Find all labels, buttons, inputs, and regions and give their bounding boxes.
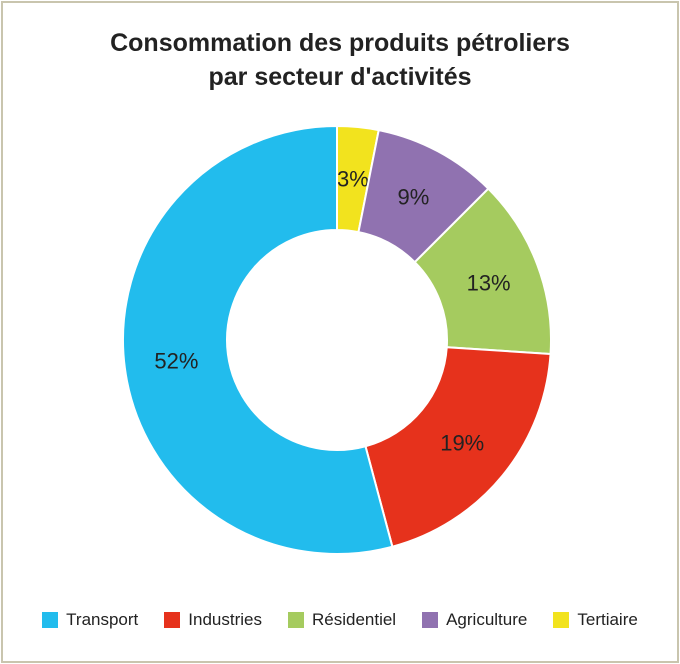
legend-label-agriculture: Agriculture bbox=[446, 610, 528, 629]
legend-item-residentiel: Résidentiel bbox=[287, 610, 397, 630]
legend-label-transport: Transport bbox=[66, 610, 139, 629]
slice-label-transport: 52% bbox=[154, 349, 198, 374]
legend-swatch-industries bbox=[164, 612, 181, 628]
chart-title: Consommation des produits pétroliers par… bbox=[0, 26, 680, 94]
legend-item-transport: Transport bbox=[42, 610, 138, 630]
chart-legend: Transport Industries Résidentiel Agricul… bbox=[0, 610, 680, 630]
chart-title-line-2: par secteur d'activités bbox=[208, 63, 472, 91]
legend-label-residentiel: Résidentiel bbox=[311, 610, 397, 629]
slice-industries bbox=[364, 346, 552, 548]
chart-title-line-1: Consommation des produits pétroliers bbox=[110, 29, 570, 57]
legend-swatch-transport bbox=[42, 612, 59, 628]
legend-label-tertiaire: Tertiaire bbox=[577, 610, 638, 629]
slice-transport bbox=[122, 124, 394, 555]
slice-label-residentiel: 13% bbox=[467, 270, 511, 295]
legend-swatch-agriculture bbox=[422, 612, 439, 628]
legend-label-industries: Industries bbox=[188, 610, 262, 629]
slice-label-tertiaire: 3% bbox=[337, 166, 369, 191]
slice-label-agriculture: 9% bbox=[397, 185, 429, 210]
slice-label-industries: 19% bbox=[440, 430, 484, 455]
legend-swatch-tertiaire bbox=[553, 612, 570, 628]
legend-item-agriculture: Agriculture bbox=[422, 610, 527, 630]
legend-item-industries: Industries bbox=[164, 610, 262, 630]
legend-item-tertiaire: Tertiaire bbox=[553, 610, 638, 630]
legend-swatch-residentiel bbox=[287, 612, 304, 628]
